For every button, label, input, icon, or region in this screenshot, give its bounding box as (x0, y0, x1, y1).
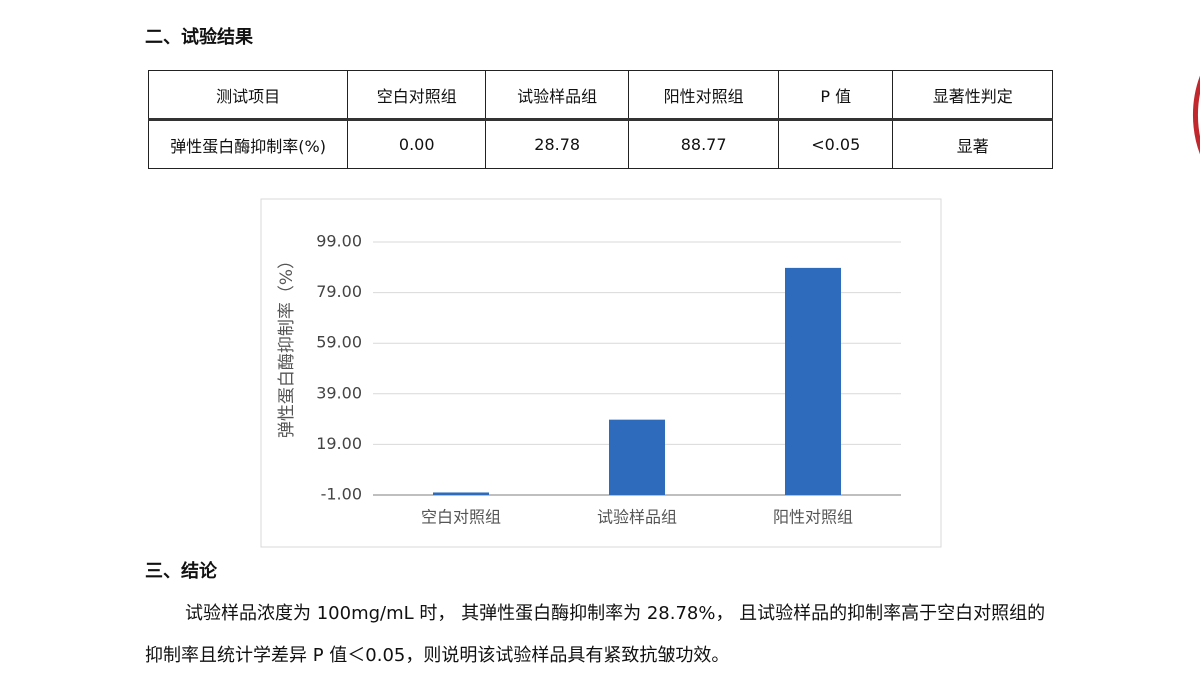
y-tick-label: 59.00 (316, 333, 362, 352)
y-tick-label: 99.00 (316, 232, 362, 251)
section-title: 三、结论 (145, 561, 217, 582)
section-title: 二、试验结果 (145, 27, 253, 48)
table-cell: 88.77 (628, 119, 780, 169)
x-tick-label: 阳性对照组 (773, 508, 853, 527)
y-tick-label: 19.00 (316, 434, 362, 453)
header-cell: P 值 (778, 70, 894, 121)
stamp-arc (1193, 75, 1200, 155)
bar (433, 492, 489, 495)
bar (785, 267, 841, 495)
conclusion-paragraph: 试验样品浓度为 100mg/mL 时， 其弹性蛋白酶抑制率为 28.78%， 且… (145, 603, 1046, 666)
header-cell: 测试项目 (147, 70, 349, 121)
results-table: 测试项目 空白对照组 试验样品组 阳性对照组 P 值显著性判定 弹性蛋白酶抑制率(%) 0… (147, 70, 1053, 169)
header-cell: 阳性对照组 (628, 70, 780, 121)
table-cell: 弹性蛋白酶抑制率(%) (147, 119, 349, 169)
header-cell: 试验样品组 (485, 70, 630, 121)
table-cell: 28.78 (485, 119, 630, 169)
x-tick-label: 空白对照组 (421, 508, 501, 527)
bar (609, 419, 665, 495)
y-tick-label: -1.00 (321, 485, 362, 504)
table-cell: 0.00 (347, 119, 487, 169)
table-cell: <0.05 (778, 119, 894, 169)
x-tick-label: 试验样品组 (597, 508, 677, 527)
y-axis-label: 弹性蛋白酶抑制率（%） (277, 252, 297, 438)
y-tick-label: 39.00 (316, 383, 362, 402)
y-tick-label: 79.00 (316, 282, 362, 301)
header-cell: 显著性判定 (892, 70, 1053, 121)
header-cell: 空白对照组 (347, 70, 487, 121)
table-cell: 显著 (892, 119, 1053, 169)
